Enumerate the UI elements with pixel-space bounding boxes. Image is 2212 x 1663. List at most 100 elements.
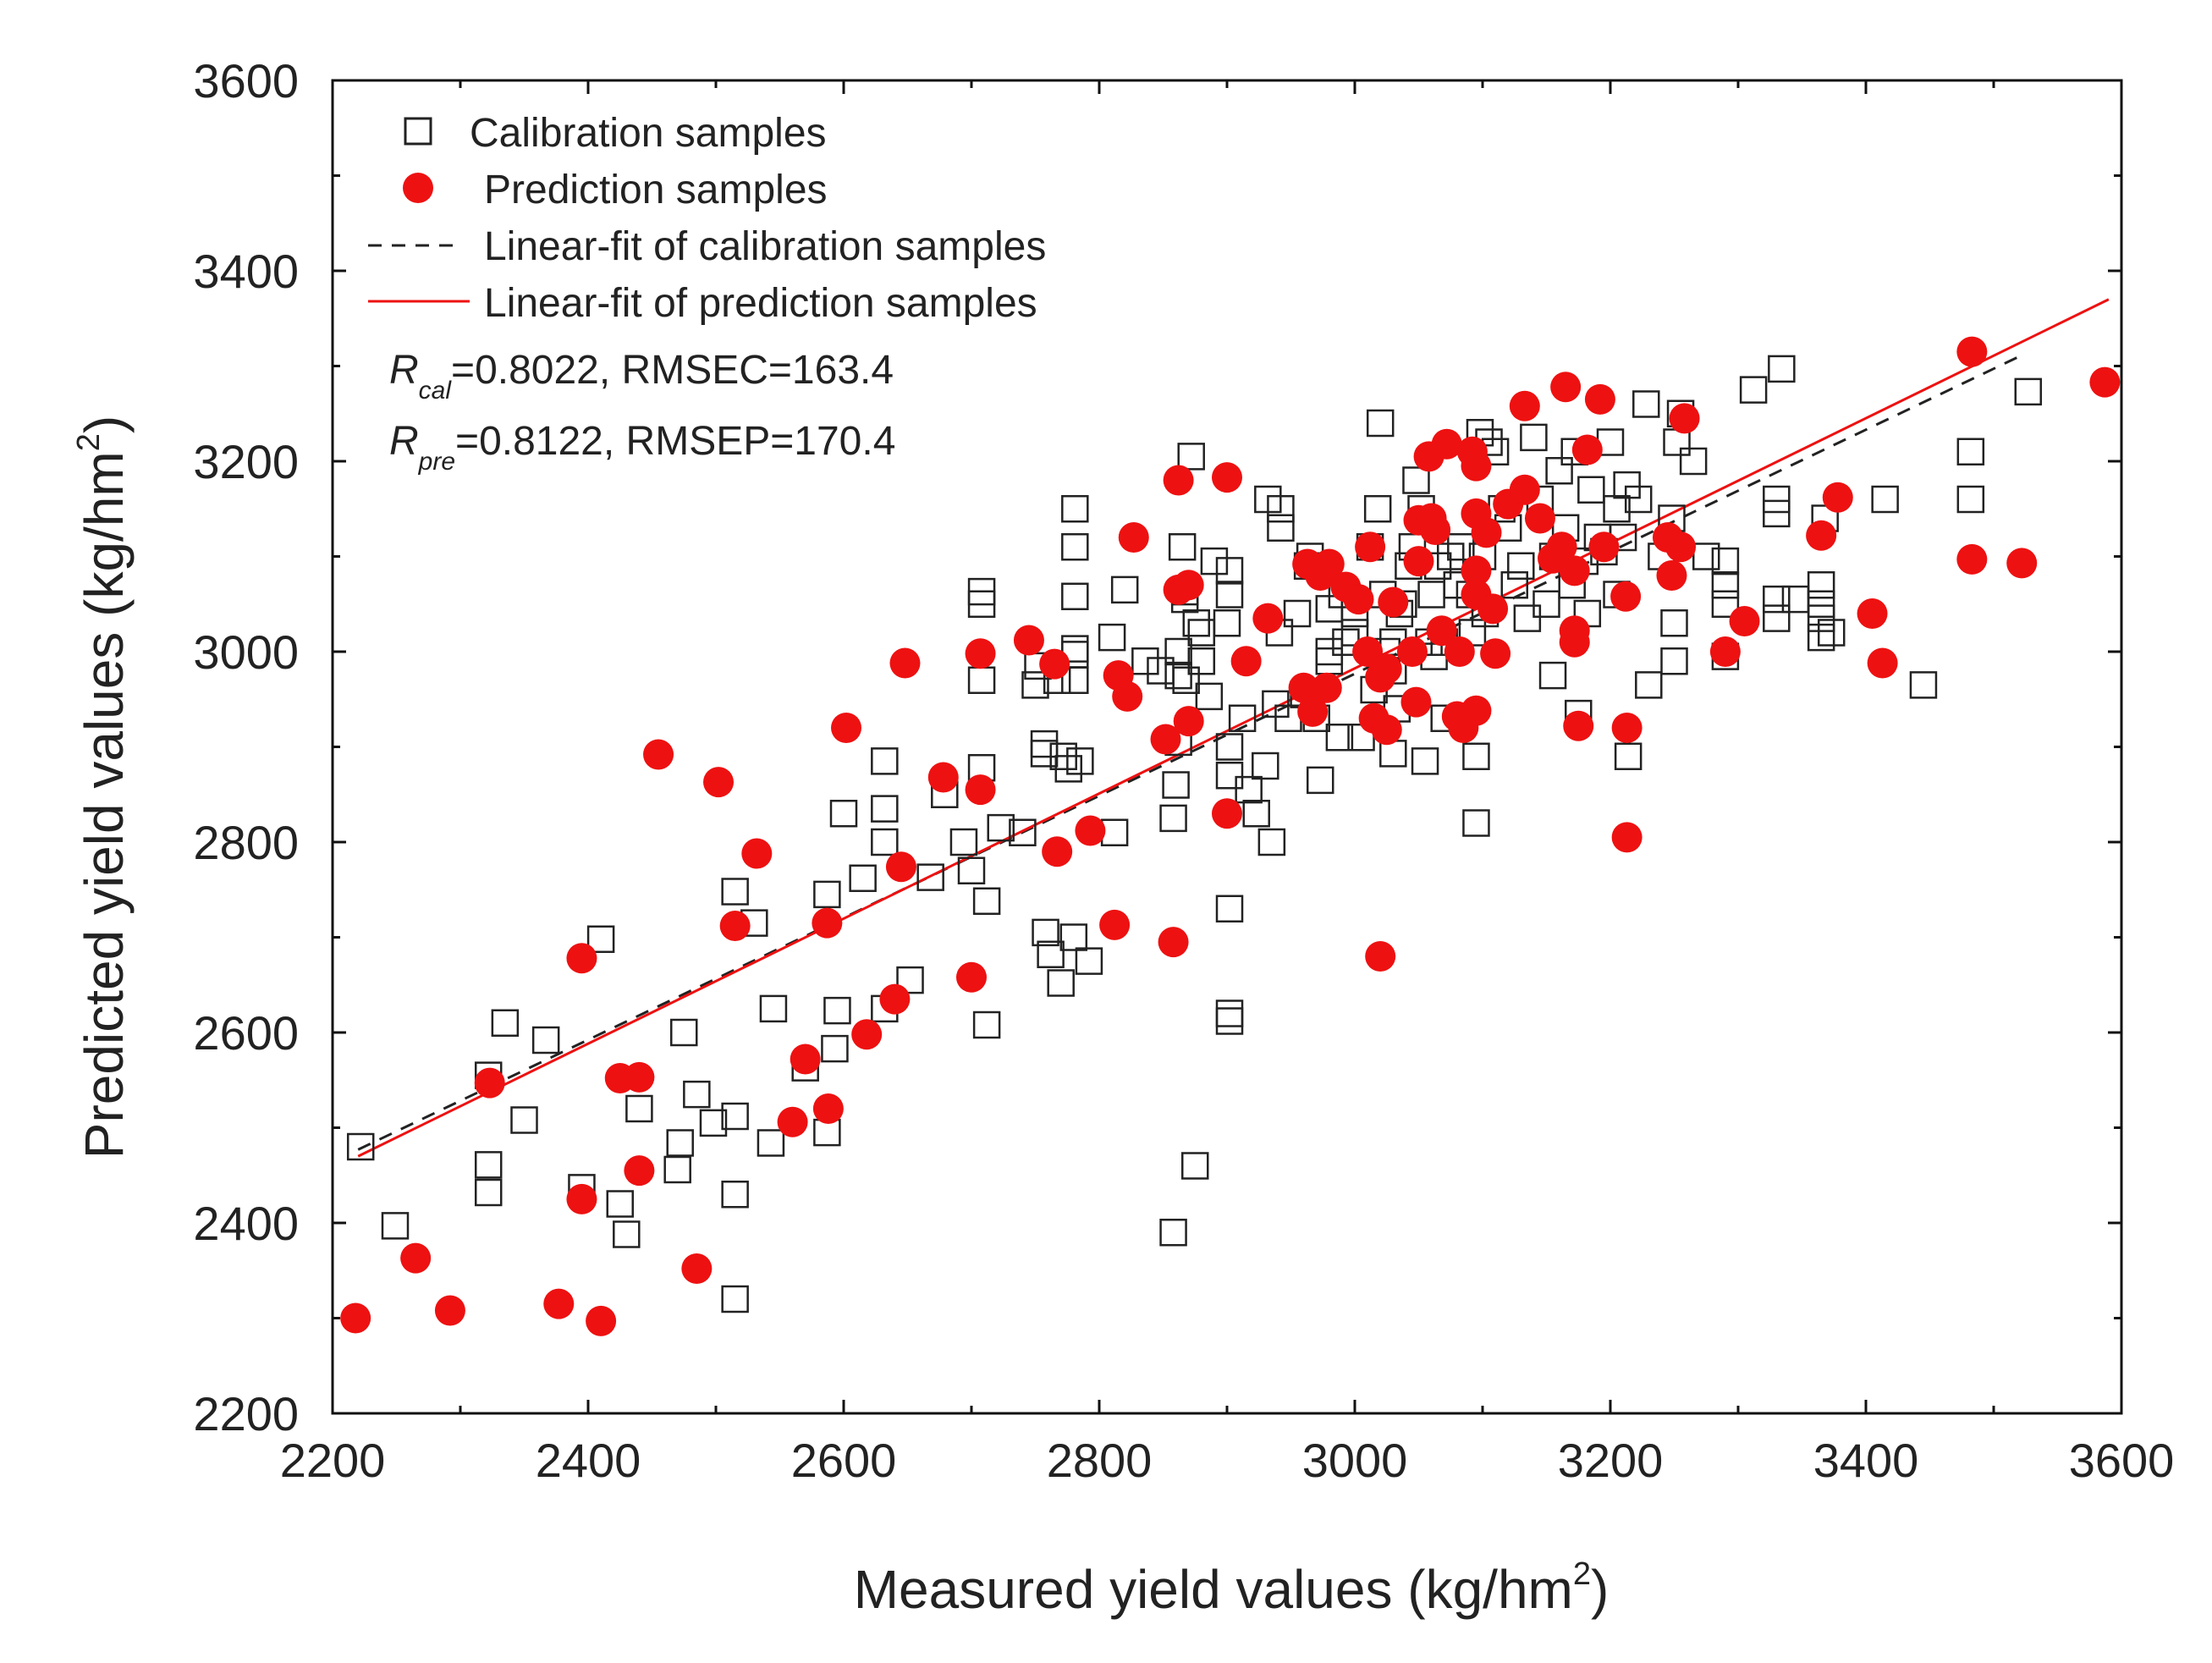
prediction-point — [927, 762, 959, 793]
prediction-point — [1118, 522, 1149, 553]
prediction-point — [1656, 560, 1687, 591]
stats-annotation: Rcal=0.8022, RMSEC=163.4 Rpre=0.8122, RM… — [389, 348, 895, 476]
prediction-point — [543, 1288, 575, 1319]
prediction-point — [965, 638, 996, 669]
stat-pre-sub: pre — [418, 448, 455, 476]
y-tick-label: 3200 — [193, 435, 299, 488]
calibration-point — [1172, 666, 1200, 694]
calibration-point — [1711, 547, 1740, 575]
prediction-point — [1212, 798, 1242, 829]
prediction-point — [812, 1093, 844, 1124]
prediction-point — [790, 1044, 821, 1075]
calibration-point — [1447, 533, 1475, 561]
calibration-point — [1075, 947, 1103, 975]
calibration-point — [1411, 747, 1439, 775]
x-tick-label: 2400 — [536, 1434, 641, 1487]
prediction-point — [1426, 615, 1457, 647]
legend-calibration-marker — [404, 117, 432, 146]
calibration-point — [1032, 918, 1059, 947]
calibration-point — [1162, 771, 1190, 799]
prediction-point — [643, 739, 674, 770]
calibration-point — [1159, 804, 1187, 833]
calibration-point — [1462, 742, 1490, 770]
calibration-point — [967, 666, 996, 694]
calibration-point — [1215, 733, 1244, 761]
calibration-point — [721, 878, 749, 906]
calibration-point — [1513, 604, 1542, 632]
y-axis-title-main: Predicted yield values (kg/hm — [74, 451, 135, 1159]
prediction-point — [1150, 724, 1181, 755]
prediction-point — [1288, 672, 1319, 703]
calibration-point — [1061, 495, 1089, 523]
calibration-point — [1909, 671, 1938, 699]
calibration-point — [823, 996, 851, 1025]
stat-pre-text: =0.8122, RMSEP=170.4 — [455, 419, 895, 464]
legend-calibration-label: Calibration samples — [470, 111, 827, 156]
calibration-point — [1187, 647, 1216, 675]
prediction-point — [1588, 531, 1620, 563]
legend-prediction-label: Prediction samples — [484, 168, 828, 212]
calibration-point — [606, 1190, 634, 1218]
calibration-point — [1252, 752, 1279, 780]
x-tick-label: 3600 — [2069, 1434, 2175, 1487]
prediction-point — [851, 1019, 883, 1050]
prediction-point — [566, 1183, 597, 1214]
calibration-point — [1763, 485, 1791, 514]
calibration-point — [1110, 575, 1139, 604]
calibration-point — [1215, 999, 1244, 1027]
prediction-point — [1559, 626, 1590, 658]
prediction-point — [1857, 598, 1888, 629]
x-axis-title-sup: 2 — [1573, 1556, 1591, 1592]
y-tick-label: 2200 — [193, 1387, 299, 1440]
prediction-point — [1230, 646, 1262, 677]
prediction-point — [831, 713, 862, 743]
calibration-point — [683, 1080, 711, 1109]
calibration-point — [1871, 485, 1899, 514]
calibration-point — [829, 800, 858, 828]
stat-pre-r: R — [389, 419, 419, 464]
calibration-point — [1363, 495, 1392, 523]
calibration-point — [670, 1018, 698, 1047]
calibration-point — [1215, 581, 1244, 608]
calibration-point — [1215, 762, 1244, 790]
y-axis-title: Predicted yield values (kg/hm2) — [71, 416, 135, 1159]
calibration-point — [2014, 377, 2043, 406]
prediction-point — [1669, 403, 1700, 434]
calibration-point — [957, 856, 986, 884]
calibration-point — [1181, 1152, 1209, 1180]
prediction-point — [1163, 465, 1194, 496]
prediction-point — [1297, 696, 1329, 727]
prediction-point — [1311, 672, 1342, 703]
calibration-point — [1047, 969, 1075, 997]
calibration-point — [1545, 457, 1573, 485]
calibration-point — [1660, 647, 1688, 675]
calibration-point — [813, 880, 841, 909]
calibration-point — [1066, 747, 1094, 775]
calibration-point — [821, 1034, 849, 1063]
prediction-point — [1461, 695, 1492, 726]
prediction-point — [1112, 680, 1143, 712]
calibration-point — [871, 795, 899, 823]
prediction-point — [400, 1242, 432, 1274]
calibration-point — [1177, 443, 1205, 471]
calibration-point — [1242, 800, 1270, 828]
prediction-point — [1956, 543, 1988, 575]
calibration-point — [381, 1212, 410, 1240]
prediction-point — [1584, 383, 1615, 415]
calibration-point — [1781, 585, 1810, 614]
calibration-point — [967, 577, 996, 606]
calibration-point — [721, 1102, 749, 1131]
calibration-point — [1739, 376, 1768, 404]
prediction-point — [1524, 503, 1555, 534]
prediction-point — [1867, 647, 1898, 679]
calibration-point — [625, 1094, 653, 1123]
calibration-point — [1807, 571, 1835, 599]
calibration-point — [1817, 619, 1846, 647]
y-tick-label: 3600 — [193, 54, 299, 107]
calibration-point — [1200, 547, 1229, 575]
prediction-point — [1461, 450, 1492, 482]
calibration-point — [1100, 818, 1129, 846]
calibration-point — [1306, 766, 1334, 795]
prediction-point — [1480, 638, 1511, 669]
